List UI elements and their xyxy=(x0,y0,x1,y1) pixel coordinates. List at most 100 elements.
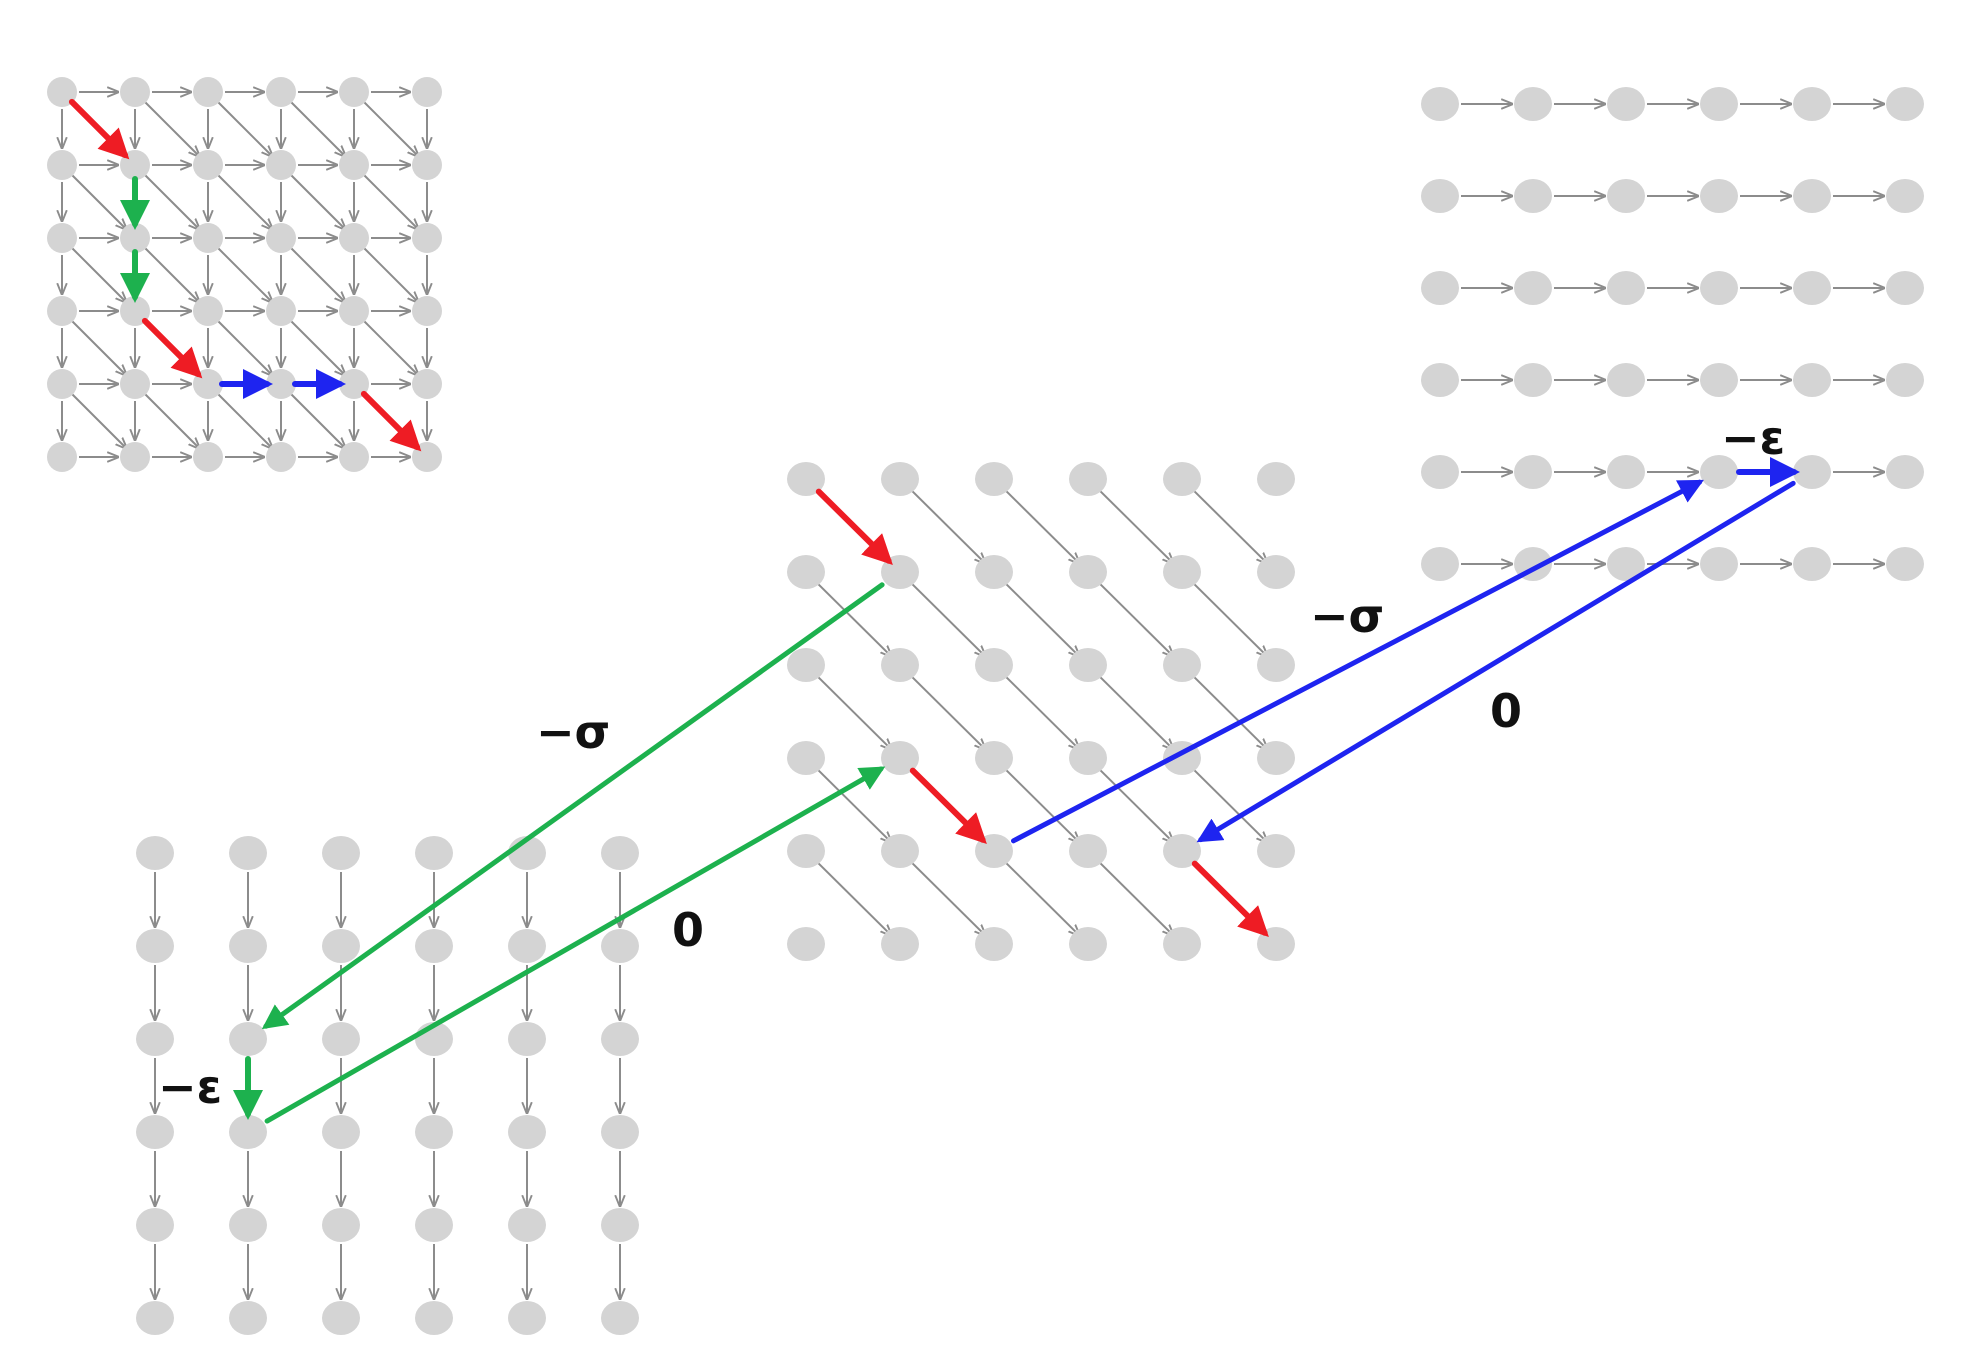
overview-graph-edge xyxy=(288,99,345,156)
overview-graph-node xyxy=(266,77,296,107)
deletion-layer-node xyxy=(1421,547,1459,581)
match-layer-graph xyxy=(787,462,1295,961)
insertion-layer-node xyxy=(136,1208,174,1242)
match-step-arrow xyxy=(1191,860,1269,937)
overview-graph-node xyxy=(120,442,150,472)
match-layer-edge xyxy=(1189,579,1268,656)
match-layer-node xyxy=(1163,555,1201,589)
deletion-layer-node xyxy=(1607,455,1645,489)
deletion-extend-label: −ε xyxy=(1721,411,1785,465)
match-layer-node xyxy=(975,741,1013,775)
match-layer-node xyxy=(1257,555,1295,589)
deletion-layer-node xyxy=(1421,271,1459,305)
overview-graph-node xyxy=(412,369,442,399)
overview-graph-node xyxy=(47,77,77,107)
deletion-layer-node xyxy=(1700,363,1738,397)
insertion-layer-node xyxy=(415,1301,453,1335)
overview-graph-node xyxy=(193,77,223,107)
match-layer-edge xyxy=(907,486,986,563)
insertion-layer-node xyxy=(508,1115,546,1149)
overview-graph-edge xyxy=(361,99,418,156)
insertion-layer-node xyxy=(229,929,267,963)
insertion-layer-node xyxy=(322,836,360,870)
match-layer-node xyxy=(1257,741,1295,775)
insertion-open-arrow xyxy=(261,582,885,1030)
overview-graph-edges xyxy=(62,92,427,457)
match-layer-edge xyxy=(1001,486,1080,563)
deletion-layer-node xyxy=(1793,271,1831,305)
deletion-layer-node xyxy=(1793,547,1831,581)
insertion-layer-node xyxy=(136,836,174,870)
deletion-layer-node xyxy=(1607,87,1645,121)
deletion-layer-node xyxy=(1886,363,1924,397)
overview-graph-edge xyxy=(69,172,126,229)
match-layer-node xyxy=(1069,648,1107,682)
match-layer-node xyxy=(975,648,1013,682)
deletion-layer-node xyxy=(1700,547,1738,581)
insertion-layer-node xyxy=(322,1208,360,1242)
match-layer-node xyxy=(881,648,919,682)
match-layer-node xyxy=(787,648,825,682)
deletion-open-arrow xyxy=(1010,479,1704,844)
insertion-layer-graph xyxy=(136,836,639,1335)
deletion-layer-node xyxy=(1886,455,1924,489)
match-layer-nodes xyxy=(787,462,1295,961)
match-step-arrow xyxy=(909,767,987,844)
overview-graph-edge xyxy=(288,318,345,375)
deletion-layer-node xyxy=(1886,271,1924,305)
insertion-layer-node xyxy=(229,1208,267,1242)
match-layer-node xyxy=(1069,555,1107,589)
overview-graph-edge xyxy=(142,391,199,448)
overview-graph-nodes xyxy=(47,77,442,472)
match-layer-edge xyxy=(1095,486,1174,563)
insertion-layer-node xyxy=(601,1115,639,1149)
overview-graph-node xyxy=(193,150,223,180)
insertion-layer-node xyxy=(415,1208,453,1242)
overview-graph-node xyxy=(339,77,369,107)
overview-graph-node xyxy=(47,150,77,180)
match-layer-node xyxy=(1163,462,1201,496)
overview-graph-edge xyxy=(361,318,418,375)
deletion-layer-node xyxy=(1607,271,1645,305)
deletion-layer-node xyxy=(1421,455,1459,489)
overview-graph-node xyxy=(266,296,296,326)
overview-graph-node xyxy=(339,150,369,180)
deletion-layer-node xyxy=(1514,271,1552,305)
insertion-layer-node xyxy=(601,929,639,963)
overview-graph-edge xyxy=(215,172,272,229)
overview-graph-node xyxy=(412,150,442,180)
overview-graph-node xyxy=(193,296,223,326)
match-layer-node xyxy=(975,462,1013,496)
deletion-close-arrow xyxy=(1196,480,1796,843)
insertion-extend-label: −ε xyxy=(158,1060,222,1114)
deletion-layer-node xyxy=(1514,179,1552,213)
match-layer-node xyxy=(787,834,825,868)
insertion-layer-edges xyxy=(155,872,620,1299)
match-layer-node xyxy=(1163,648,1201,682)
overview-graph-edge xyxy=(361,245,418,302)
overview-graph-edge xyxy=(69,391,126,448)
deletion-layer-node xyxy=(1514,455,1552,489)
overview-match-step xyxy=(141,317,203,379)
insertion-layer-node xyxy=(229,1115,267,1149)
deletion-layer-node xyxy=(1607,179,1645,213)
match-layer-node xyxy=(975,927,1013,961)
overview-graph-edge xyxy=(361,172,418,229)
match-layer-node xyxy=(1069,834,1107,868)
deletion-layer-node xyxy=(1607,363,1645,397)
match-layer-node xyxy=(787,555,825,589)
insertion-layer-node xyxy=(322,1115,360,1149)
insertion-layer-node xyxy=(322,929,360,963)
overview-graph-node xyxy=(266,442,296,472)
highlighted-transition-arrows xyxy=(233,457,1800,1124)
deletion-layer-node xyxy=(1886,179,1924,213)
overview-graph-edge xyxy=(69,318,126,375)
deletion-layer-node xyxy=(1514,87,1552,121)
insertion-layer-node xyxy=(229,1022,267,1056)
deletion-layer-node xyxy=(1700,87,1738,121)
overview-graph-node xyxy=(266,150,296,180)
insertion-layer-node xyxy=(508,1301,546,1335)
overview-graph-edge xyxy=(215,245,272,302)
overview-graph-edge xyxy=(215,318,272,375)
deletion-layer-node xyxy=(1793,179,1831,213)
